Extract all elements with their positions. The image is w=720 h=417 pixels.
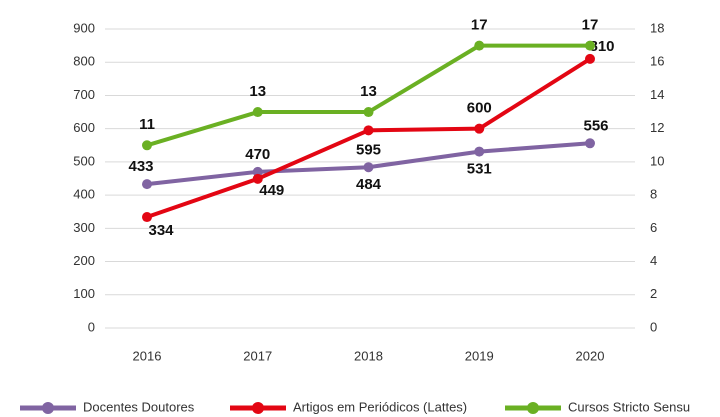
data-label: 810: [589, 38, 614, 55]
marker: [142, 179, 152, 190]
y2-tick-label: 8: [650, 187, 657, 202]
y2-tick-label: 0: [650, 319, 657, 334]
y-tick-label: 300: [73, 220, 95, 235]
legend-label: Artigos em Periódicos (Lattes): [293, 399, 467, 414]
data-label: 17: [471, 17, 488, 34]
y-tick-label: 400: [73, 187, 95, 202]
data-label: 433: [128, 158, 153, 175]
x-tick-label: 2016: [133, 348, 162, 363]
marker: [142, 140, 152, 151]
marker: [252, 166, 263, 177]
marker: [585, 53, 595, 64]
data-label: 11: [139, 116, 155, 133]
x-tick-label: 2019: [465, 348, 494, 363]
y2-tick-label: 18: [650, 20, 664, 35]
x-tick-label: 2018: [354, 348, 383, 363]
marker: [252, 173, 263, 184]
x-tick-label: 2020: [576, 348, 605, 363]
legend-label: Cursos Stricto Sensu: [568, 399, 690, 414]
marker: [474, 146, 485, 157]
x-tick-label: 2017: [243, 348, 272, 363]
marker: [474, 40, 485, 51]
y-tick-label: 600: [73, 120, 95, 135]
data-label: 470: [245, 146, 270, 163]
marker: [363, 107, 374, 118]
data-label: 449: [259, 182, 284, 199]
y2-tick-label: 10: [650, 153, 664, 168]
data-label: 531: [467, 161, 492, 178]
legend-label: Docentes Doutores: [83, 399, 195, 414]
marker: [585, 40, 595, 51]
data-label: 17: [582, 17, 599, 34]
y-tick-label: 0: [88, 319, 95, 334]
marker: [142, 212, 152, 223]
y-tick-label: 800: [73, 54, 95, 69]
y2-tick-label: 6: [650, 220, 657, 235]
y2-tick-label: 2: [650, 286, 657, 301]
legend-marker: [527, 402, 539, 414]
marker: [474, 123, 485, 134]
data-label: 600: [467, 100, 492, 117]
data-label: 13: [360, 83, 377, 100]
y-tick-label: 900: [73, 20, 95, 35]
marker: [363, 125, 374, 136]
y2-tick-label: 14: [650, 87, 664, 102]
data-label: 556: [583, 117, 608, 134]
marker: [585, 138, 595, 149]
y-tick-label: 200: [73, 253, 95, 268]
data-label: 13: [249, 83, 266, 100]
marker: [363, 162, 374, 173]
data-label: 484: [356, 176, 382, 193]
legend-marker: [252, 402, 264, 414]
y2-tick-label: 4: [650, 253, 657, 268]
marker: [252, 107, 263, 118]
y-tick-label: 700: [73, 87, 95, 102]
y2-tick-label: 16: [650, 54, 664, 69]
data-label: 334: [148, 222, 174, 239]
y-tick-label: 500: [73, 153, 95, 168]
y2-tick-label: 12: [650, 120, 664, 135]
y-tick-label: 100: [73, 286, 95, 301]
legend-marker: [42, 402, 54, 414]
data-label: 595: [356, 141, 381, 158]
